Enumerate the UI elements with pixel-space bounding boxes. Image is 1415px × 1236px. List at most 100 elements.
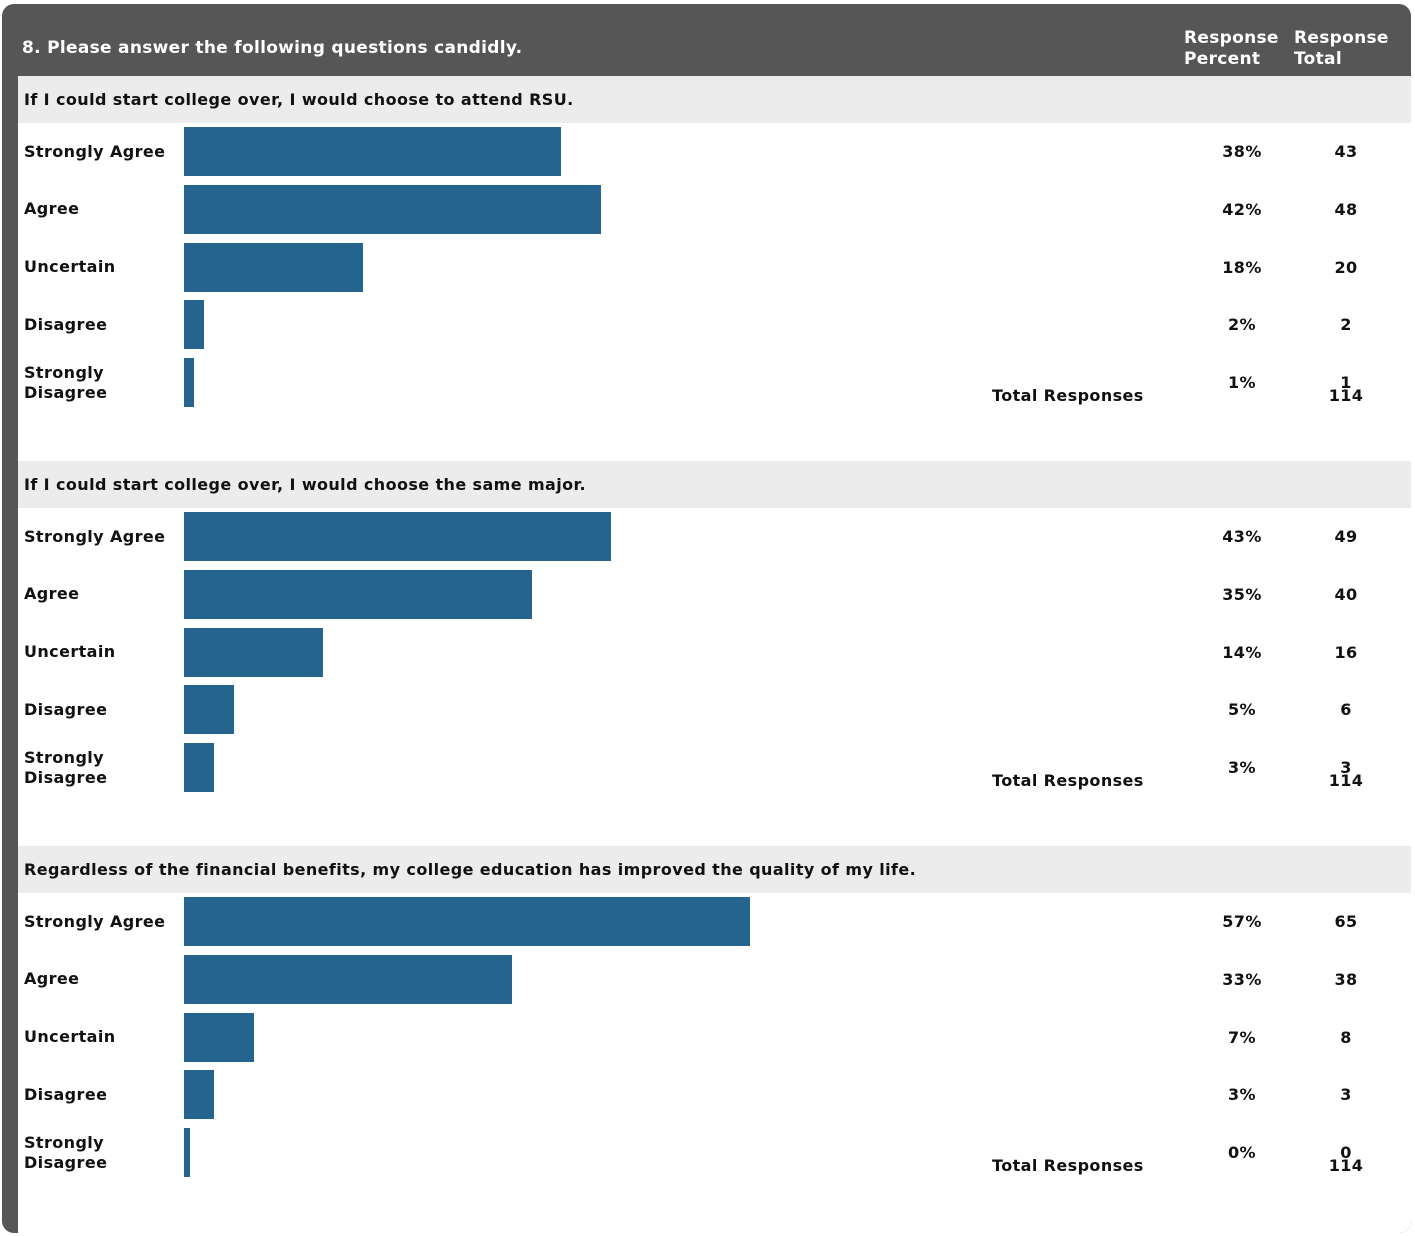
answer-row: Strongly Disagree 0% 0	[18, 1128, 1411, 1177]
total-responses-row: Total Responses 114	[18, 376, 1411, 414]
answer-row: Uncertain 14% 16	[18, 627, 1411, 677]
response-bar	[184, 743, 214, 792]
answer-label: Strongly Disagree	[24, 1132, 108, 1172]
response-percent: 33%	[1222, 969, 1262, 989]
response-count: 0	[1340, 1143, 1352, 1162]
answer-row: Strongly Disagree 3% 3	[18, 743, 1411, 792]
answer-label: Agree	[24, 584, 80, 604]
response-percent: 42%	[1222, 199, 1262, 219]
response-percent: 35%	[1222, 584, 1262, 604]
response-percent: 1%	[1228, 373, 1256, 392]
answer-row: Agree 33% 38	[18, 954, 1411, 1004]
answer-row: Strongly Agree 38% 43	[18, 127, 1411, 176]
answer-label: Strongly Disagree	[24, 362, 108, 402]
survey-header: 8. Please answer the following questions…	[2, 4, 1411, 76]
response-bar	[184, 184, 602, 234]
answer-label: Uncertain	[24, 257, 116, 276]
response-percent: 3%	[1228, 1085, 1256, 1105]
response-count: 43	[1334, 142, 1358, 161]
response-bar	[184, 627, 324, 677]
response-total-header: Response Total	[1294, 28, 1389, 70]
response-count: 1	[1340, 373, 1352, 392]
response-bar	[184, 954, 512, 1004]
response-bar	[184, 127, 562, 176]
response-bar	[184, 358, 194, 407]
answer-label: Strongly Agree	[24, 526, 166, 546]
response-count: 49	[1334, 527, 1358, 546]
response-count: 2	[1340, 315, 1352, 335]
response-percent: 3%	[1228, 758, 1256, 777]
answer-row: Agree 35% 40	[18, 569, 1411, 619]
response-bar	[184, 300, 204, 350]
question-text-bar: If I could start college over, I would c…	[18, 461, 1411, 508]
question-text-bar: Regardless of the financial benefits, my…	[18, 846, 1411, 893]
response-percent-header: Response Percent	[1184, 28, 1279, 70]
answer-label: Agree	[24, 969, 80, 989]
response-total-header-line1: Response	[1294, 28, 1389, 48]
answer-label: Strongly Agree	[24, 141, 166, 161]
response-count: 16	[1334, 642, 1358, 662]
answer-label: Uncertain	[24, 642, 116, 661]
question-text: Regardless of the financial benefits, my…	[24, 860, 917, 879]
response-bar	[184, 242, 363, 292]
answer-row: Strongly Disagree 1% 1	[18, 358, 1411, 407]
survey-results-panel: 8. Please answer the following questions…	[2, 4, 1411, 1233]
response-total-header-line2: Total	[1294, 49, 1342, 69]
answer-row: Uncertain 7% 8	[18, 1012, 1411, 1062]
question-section: If I could start college over, I would c…	[18, 76, 1411, 461]
total-responses-label: Total Responses	[992, 770, 1144, 790]
total-responses-label: Total Responses	[992, 385, 1144, 405]
answer-label: Disagree	[24, 314, 108, 334]
answer-row: Disagree 2% 2	[18, 300, 1411, 350]
answer-row: Strongly Agree 43% 49	[18, 512, 1411, 561]
answer-label: Strongly Agree	[24, 911, 166, 931]
question-text: If I could start college over, I would c…	[24, 475, 587, 494]
response-percent-header-line2: Percent	[1184, 49, 1261, 69]
response-percent: 38%	[1222, 142, 1262, 161]
response-percent: 5%	[1228, 700, 1256, 720]
answer-label: Disagree	[24, 699, 108, 719]
results-content: If I could start college over, I would c…	[18, 76, 1411, 1233]
response-count: 8	[1340, 1027, 1352, 1047]
response-bar	[184, 512, 611, 561]
response-bar	[184, 685, 234, 735]
question-section: If I could start college over, I would c…	[18, 461, 1411, 846]
response-bar	[184, 1128, 190, 1177]
answer-row: Uncertain 18% 20	[18, 242, 1411, 292]
total-responses-value: 114	[1328, 385, 1364, 405]
total-responses-value: 114	[1328, 770, 1364, 790]
response-count: 6	[1340, 700, 1352, 720]
response-count: 40	[1334, 584, 1358, 604]
response-percent: 18%	[1222, 257, 1262, 277]
question-title: 8. Please answer the following questions…	[22, 38, 523, 58]
response-percent: 14%	[1222, 642, 1262, 662]
response-count: 38	[1334, 969, 1358, 989]
question-text-bar: If I could start college over, I would c…	[18, 76, 1411, 123]
response-percent: 7%	[1228, 1027, 1256, 1047]
answer-row: Strongly Agree 57% 65	[18, 897, 1411, 946]
total-responses-row: Total Responses 114	[18, 1146, 1411, 1184]
response-bar	[184, 569, 532, 619]
answer-label: Agree	[24, 199, 80, 219]
response-percent: 2%	[1228, 315, 1256, 335]
question-section: Regardless of the financial benefits, my…	[18, 846, 1411, 1231]
response-percent: 57%	[1222, 912, 1262, 931]
response-percent-header-line1: Response	[1184, 28, 1279, 48]
response-percent: 43%	[1222, 527, 1262, 546]
answer-row: Disagree 3% 3	[18, 1070, 1411, 1120]
total-responses-label: Total Responses	[992, 1155, 1144, 1175]
answer-label: Disagree	[24, 1084, 108, 1104]
question-text: If I could start college over, I would c…	[24, 90, 574, 109]
response-bar	[184, 1012, 254, 1062]
response-count: 65	[1334, 912, 1358, 931]
answer-label: Uncertain	[24, 1027, 116, 1046]
answer-row: Disagree 5% 6	[18, 685, 1411, 735]
answer-label: Strongly Disagree	[24, 747, 108, 787]
response-count: 48	[1334, 199, 1358, 219]
response-count: 3	[1340, 758, 1352, 777]
response-count: 3	[1340, 1085, 1352, 1105]
response-bar	[184, 897, 750, 946]
total-responses-row: Total Responses 114	[18, 761, 1411, 799]
answer-row: Agree 42% 48	[18, 184, 1411, 234]
response-percent: 0%	[1228, 1143, 1256, 1162]
